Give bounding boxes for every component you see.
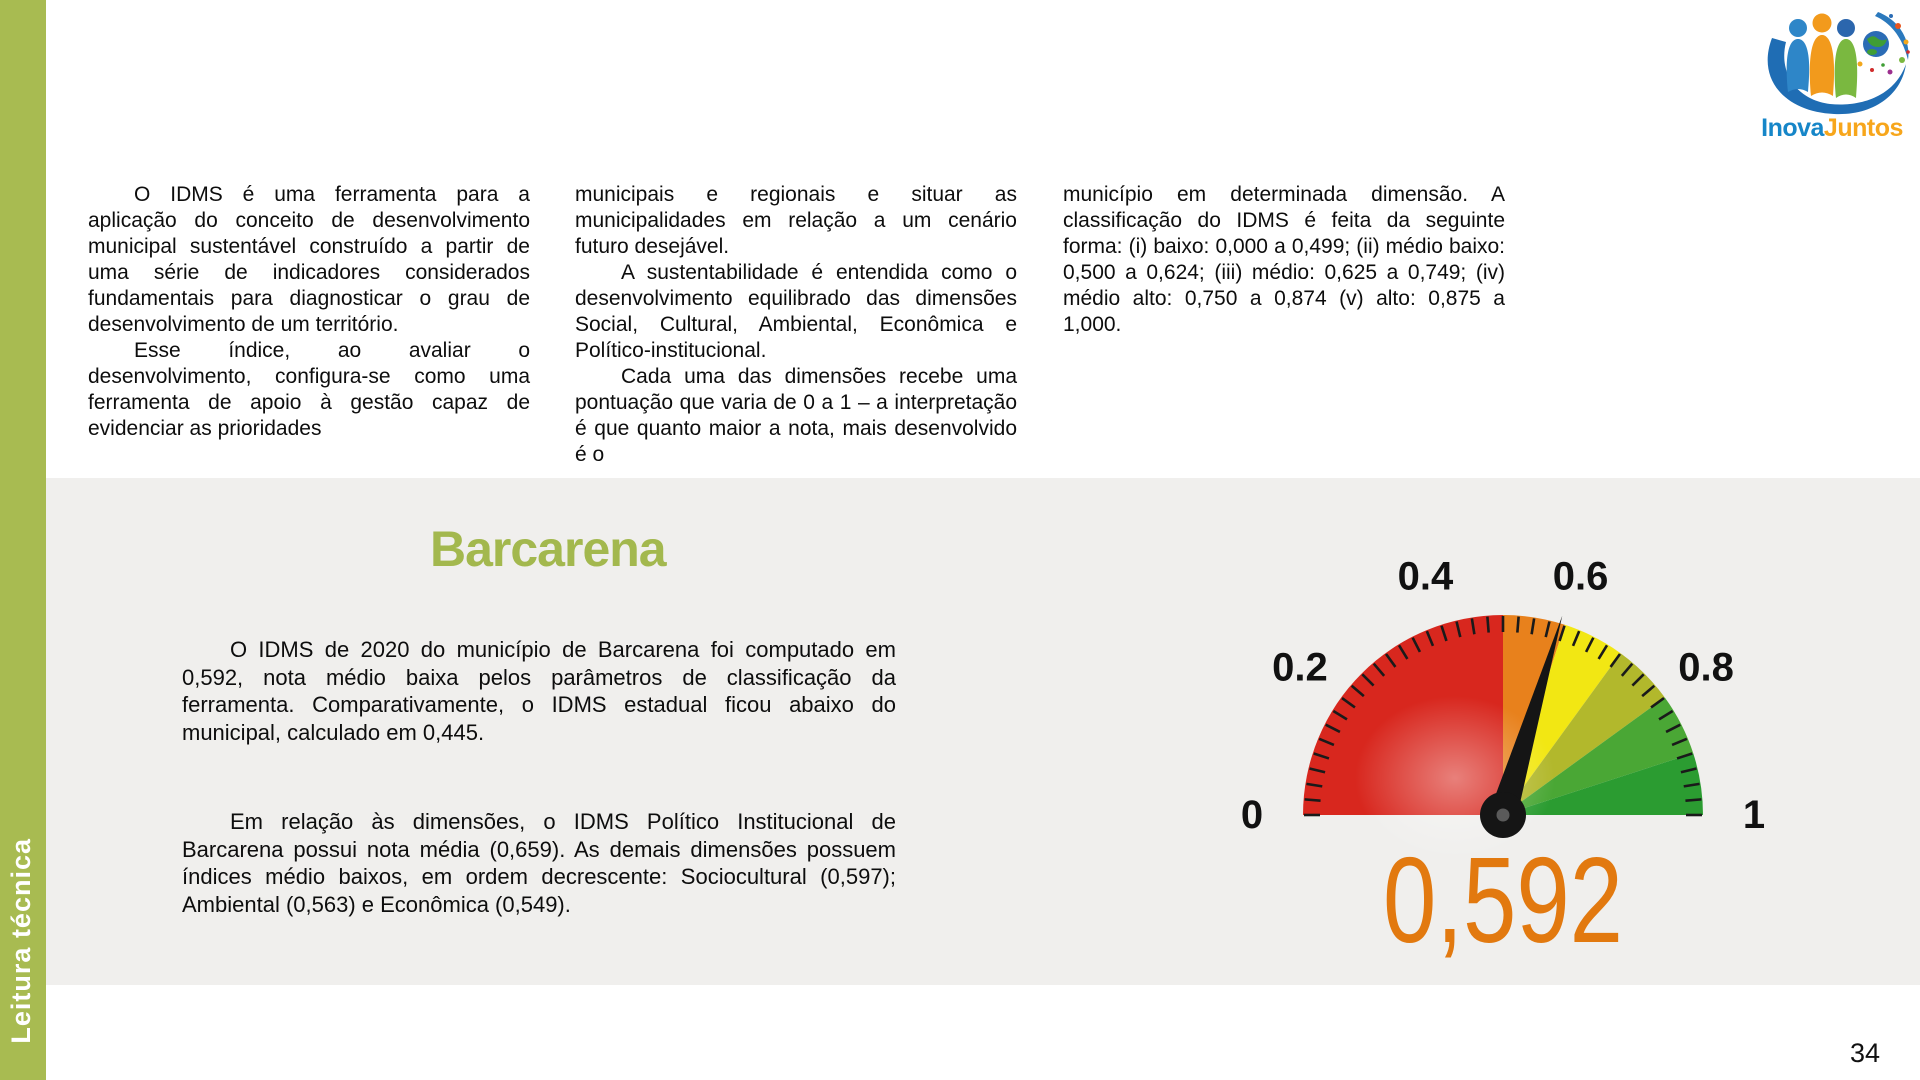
intro-paragraph: Esse índice, ao avaliar o desenvolviment…	[88, 339, 530, 440]
intro-paragraph: Cada uma das dimensões recebe uma pontua…	[575, 365, 1017, 466]
svg-text:1: 1	[1743, 793, 1765, 837]
intro-column-1: O IDMS é uma ferramenta para a aplicação…	[88, 182, 530, 442]
page-number: 34	[1849, 1038, 1880, 1068]
gauge-axis-labels: 0 0.2 0.4 0.6 0.8 1	[1241, 554, 1765, 837]
logo-text-juntos: Juntos	[1823, 114, 1903, 142]
logo-text: InovaJuntos	[1750, 116, 1914, 141]
svg-text:0.4: 0.4	[1398, 554, 1454, 598]
sidebar: Leitura técnica	[0, 0, 46, 1080]
gauge-chart: 0 0.2 0.4 0.6 0.8 1 0,592	[1241, 554, 1765, 968]
gauge-ticks	[1304, 616, 1702, 817]
logo-mark-icon	[1767, 12, 1910, 115]
svg-text:0.8: 0.8	[1678, 645, 1734, 689]
idms-gauge: 0 0.2 0.4 0.6 0.8 1 0,592	[1170, 550, 1810, 970]
section-paragraph: Em relação às dimensões, o IDMS Político…	[182, 809, 896, 917]
svg-text:0.6: 0.6	[1553, 554, 1609, 598]
intro-paragraph: O IDMS é uma ferramenta para a aplicação…	[88, 183, 530, 336]
intro-paragraph: município em determinada dimensão. A cla…	[1063, 183, 1505, 336]
svg-text:0.2: 0.2	[1272, 645, 1328, 689]
sidebar-label: Leitura técnica	[6, 838, 36, 1044]
intro-column-2: municipais e regionais e situar as munic…	[575, 182, 1017, 468]
svg-text:0: 0	[1241, 793, 1263, 837]
inovajuntos-logo: InovaJuntos	[1750, 8, 1914, 141]
intro-paragraph: A sustentabilidade é entendida como o de…	[575, 261, 1017, 362]
section-paragraph: O IDMS de 2020 do município de Barcarena…	[182, 637, 896, 745]
intro-paragraph: municipais e regionais e situar as munic…	[575, 183, 1017, 258]
logo-text-inova: Inova	[1761, 114, 1824, 142]
section-title: Barcarena	[430, 521, 667, 577]
intro-column-3: município em determinada dimensão. A cla…	[1063, 182, 1505, 338]
barcarena-section: Barcarena O IDMS de 2020 do município de…	[46, 478, 1920, 985]
gauge-value: 0,592	[1383, 832, 1623, 968]
gauge-needle	[1480, 615, 1563, 838]
